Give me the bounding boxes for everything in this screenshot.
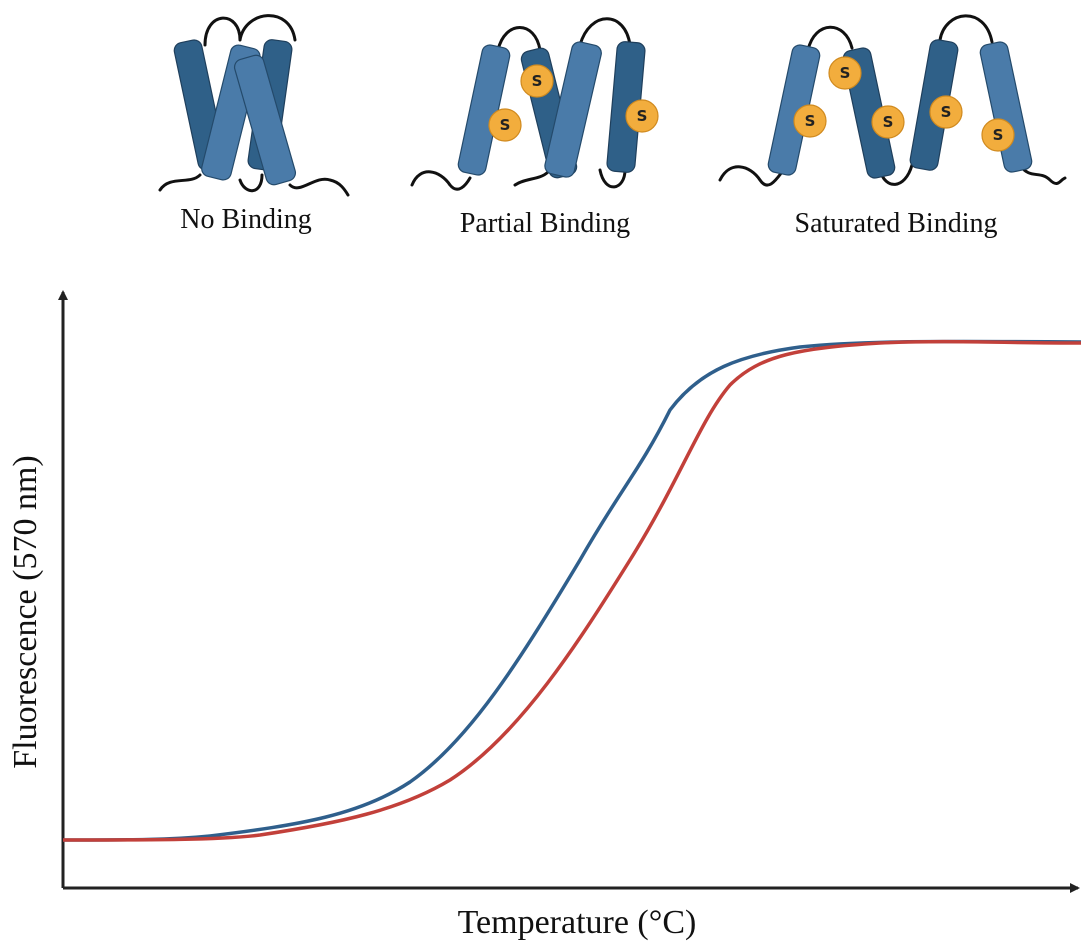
y-axis-title: Fluorescence (570 nm): [7, 455, 44, 768]
x-axis-title: Temperature (°C): [458, 904, 697, 941]
ligand-label: S: [637, 107, 648, 125]
curve-binding: [62, 339, 1081, 842]
curve-no-binding: [62, 339, 1081, 842]
protein-saturated-binding: S S S S S: [718, 14, 1067, 187]
ligand-label: S: [993, 126, 1004, 144]
ligand-label: S: [532, 72, 543, 90]
protein-no-binding: [158, 14, 350, 197]
protein-partial-binding: S S S: [410, 17, 659, 191]
ligand-label: S: [500, 116, 511, 134]
panel-label: No Binding: [180, 204, 311, 235]
ligand-label: S: [883, 113, 894, 131]
ligand-label: S: [941, 103, 952, 121]
ligand-label: S: [805, 112, 816, 130]
panel-label: Saturated Binding: [795, 208, 998, 239]
panel-label: Partial Binding: [460, 208, 630, 239]
ligand-label: S: [840, 64, 851, 82]
